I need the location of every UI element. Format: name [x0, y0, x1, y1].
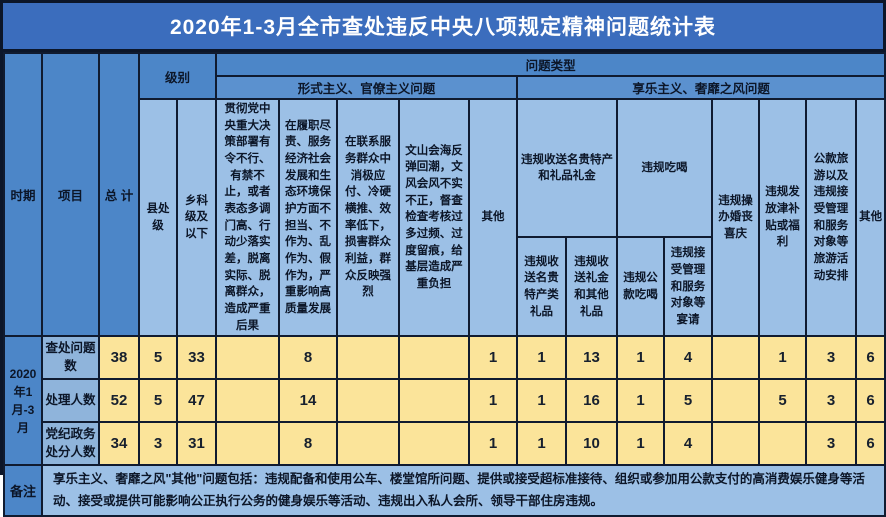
data-cell: 8 — [278, 421, 339, 467]
data-cell: 3 — [805, 378, 858, 424]
data-cell — [336, 378, 401, 424]
data-cell — [711, 421, 761, 467]
data-cell: 5 — [138, 378, 178, 424]
data-cell: 1 — [516, 378, 568, 424]
data-cell: 1 — [468, 421, 519, 467]
data-cell: 34 — [98, 421, 140, 467]
table-row: 2020年1月-3月 查处问题数 38 5 33 8 1 1 13 1 4 1 … — [3, 335, 886, 467]
data-cell — [215, 378, 281, 424]
col-header-excessive-meetings: 文山会海反弹回潮，文风会风不实不正，督查检查考核过多过频、过度留痕，给基层造成严… — [398, 97, 471, 338]
col-header-formalism-other: 其他 — [468, 97, 519, 338]
data-cell: 8 — [278, 335, 339, 381]
header-row-4: 违规收送名贵特产类礼品 违规收送礼金和其他礼品 违规公款吃喝 违规接受管理和服务… — [4, 236, 885, 338]
data-cell — [215, 421, 281, 467]
table-row: 处理人数 52 5 47 14 1 1 16 1 5 5 3 6 — [4, 378, 886, 424]
note-text: 享乐主义、奢靡之风"其他"问题包括：违规配备和使用公车、楼堂馆所问题、提供或接受… — [40, 464, 886, 517]
col-header-serving-masses: 在联系服务群众中消极应付、冷硬横推、效率低下，损害群众利益，群众反映强烈 — [336, 97, 401, 338]
data-cell: 5 — [138, 335, 178, 381]
col-header-township-level: 乡科级及以下 — [175, 97, 218, 338]
period-value: 2020年1月-3月 — [3, 335, 43, 467]
data-cell: 1 — [468, 335, 519, 381]
data-cell — [398, 335, 471, 381]
col-header-banquet-invitations: 违规接受管理和服务对象等宴请 — [663, 236, 714, 338]
data-cell: 1 — [516, 421, 568, 467]
col-header-duty-performance: 在履职尽责、服务经济社会发展和生态环境保护方面不担当、不作为、乱作为、假作为，严… — [278, 97, 339, 338]
data-cell: 5 — [663, 378, 714, 424]
data-cell — [398, 421, 471, 467]
data-cell: 14 — [278, 378, 339, 424]
data-cell: 10 — [565, 421, 619, 467]
col-header-county-level: 县处级 — [138, 97, 178, 338]
statistics-table: 时期 项目 总 计 级别 问题类型 形式主义、官僚主义问题 享乐主义、奢靡之风问… — [3, 51, 886, 517]
data-cell: 1 — [616, 421, 666, 467]
data-cell — [336, 335, 401, 381]
data-cell: 6 — [855, 421, 886, 467]
header-row-1: 时期 项目 总 计 级别 问题类型 — [3, 51, 886, 338]
data-cell: 16 — [565, 378, 619, 424]
row-label-problems-found: 查处问题数 — [41, 335, 100, 381]
col-header-allowances: 违规发放津补贴或福利 — [758, 97, 808, 338]
data-cell: 33 — [175, 335, 218, 381]
group-header-formalism: 形式主义、官僚主义问题 — [215, 75, 519, 100]
row-label-disciplined: 党纪政务处分人数 — [41, 421, 100, 467]
data-cell: 47 — [175, 378, 218, 424]
note-row: 备注 享乐主义、奢靡之风"其他"问题包括：违规配备和使用公车、楼堂馆所问题、提供… — [3, 464, 886, 517]
data-cell: 1 — [616, 335, 666, 381]
data-cell — [711, 335, 761, 381]
data-cell: 31 — [175, 421, 218, 467]
data-cell: 38 — [98, 335, 140, 381]
col-header-public-funded-travel: 公款旅游以及违规接受管理和服务对象等旅游活动安排 — [805, 97, 858, 338]
col-header-hedonism-other: 其他 — [855, 97, 886, 338]
page-title: 2020年1-3月全市查处违反中央八项规定精神问题统计表 — [169, 16, 717, 39]
group-header-hedonism: 享乐主义、奢靡之风问题 — [516, 75, 886, 100]
col-header-period: 时期 — [3, 51, 43, 338]
data-cell: 13 — [565, 335, 619, 381]
data-cell: 5 — [758, 378, 808, 424]
header-row-3: 县处级 乡科级及以下 贯彻党中央重大决策部署有令不行、有禁不止，或者表态多调门高… — [4, 97, 886, 338]
col-header-specialty-gifts: 违规收送名贵特产类礼品 — [516, 236, 568, 338]
data-cell: 1 — [758, 335, 808, 381]
col-header-policy-implementation: 贯彻党中央重大决策部署有令不行、有禁不止，或者表态多调门高、行动少落实差，脱离实… — [215, 97, 281, 338]
data-cell — [215, 335, 281, 381]
table-row: 党纪政务处分人数 34 3 31 8 1 1 10 1 4 3 6 — [4, 421, 886, 467]
group-header-gifts: 违规收送名贵特产和礼品礼金 — [516, 97, 619, 239]
data-cell: 1 — [516, 335, 568, 381]
data-cell — [758, 421, 808, 467]
data-cell — [336, 421, 401, 467]
data-cell — [398, 378, 471, 424]
note-label: 备注 — [3, 464, 43, 517]
data-cell: 3 — [138, 421, 178, 467]
data-cell: 1 — [616, 378, 666, 424]
data-cell: 3 — [805, 335, 858, 381]
data-cell: 6 — [855, 378, 886, 424]
col-header-item: 项目 — [41, 51, 100, 338]
col-header-public-funds-dining: 违规公款吃喝 — [616, 236, 666, 338]
col-header-level-group: 级别 — [137, 52, 218, 100]
data-cell — [711, 378, 761, 424]
col-header-cash-gifts: 违规收送礼金和其他礼品 — [565, 236, 619, 338]
col-header-weddings-funerals: 违规操办婚丧喜庆 — [711, 97, 761, 338]
title-bar: 2020年1-3月全市查处违反中央八项规定精神问题统计表 — [3, 3, 883, 52]
row-label-people-handled: 处理人数 — [41, 378, 100, 424]
col-header-total: 总 计 — [98, 51, 140, 338]
data-cell: 1 — [468, 378, 519, 424]
col-header-problem-type: 问题类型 — [215, 52, 886, 77]
header-row-2: 形式主义、官僚主义问题 享乐主义、奢靡之风问题 — [4, 75, 886, 100]
data-cell: 4 — [663, 335, 714, 381]
data-cell: 6 — [855, 335, 886, 381]
group-header-dining: 违规吃喝 — [616, 97, 714, 239]
data-cell: 4 — [663, 421, 714, 467]
data-cell: 52 — [98, 378, 140, 424]
data-cell: 3 — [805, 421, 858, 467]
